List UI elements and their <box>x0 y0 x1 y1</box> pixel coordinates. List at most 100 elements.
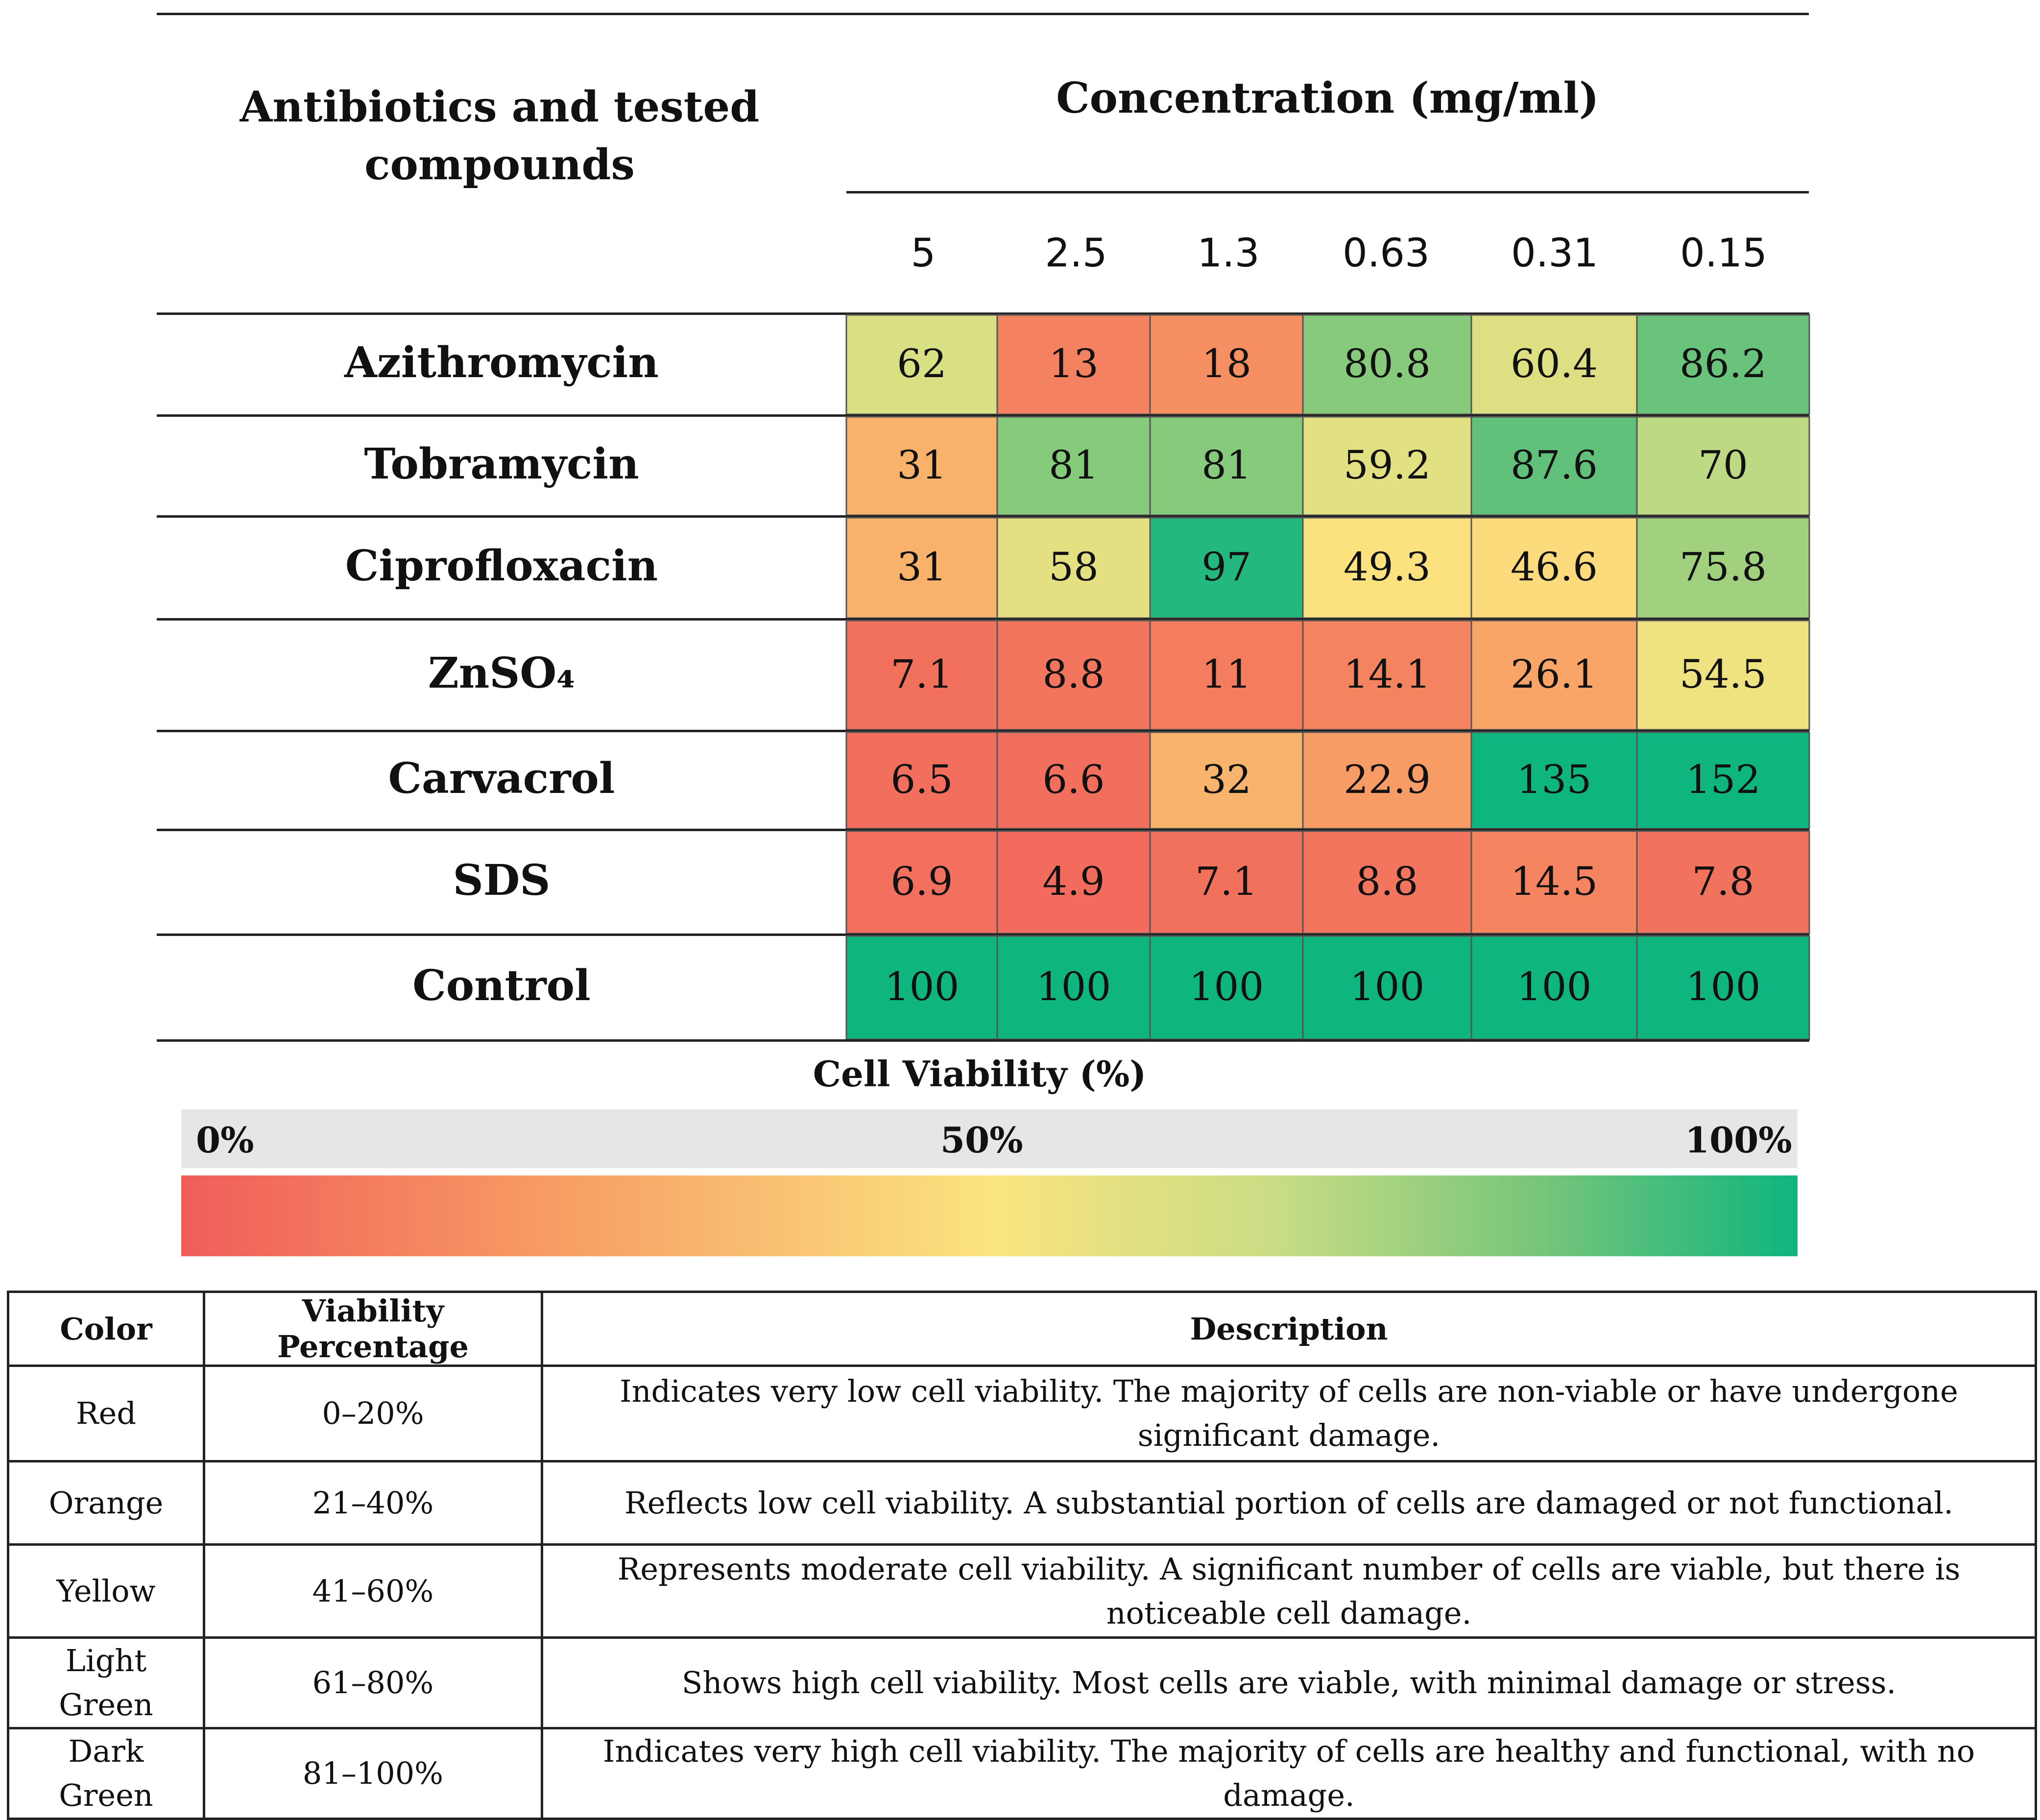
heatmap-cell <box>1636 517 1810 619</box>
heatmap-cell <box>1636 416 1810 516</box>
row-label: Azithromycin <box>344 338 659 387</box>
cell-value: 100 <box>1517 964 1592 1009</box>
description: Represents moderate cell viability. A si… <box>541 1543 2037 1639</box>
viability-range: 21–40% <box>203 1460 543 1546</box>
heatmap-cell <box>1470 830 1638 934</box>
viability-range: 0–20% <box>203 1365 543 1462</box>
heatmap-cell <box>845 517 998 619</box>
cell-value: 14.5 <box>1511 859 1598 904</box>
row-label: SDS <box>453 856 551 905</box>
cell-value: 100 <box>885 964 960 1009</box>
row-label: ZnSO₄ <box>428 648 575 698</box>
colorbar-tick-max: 100% <box>1685 1119 1792 1161</box>
row-label: Carvacrol <box>388 754 615 803</box>
heatmap-cell <box>1470 620 1638 731</box>
cell-value: 81 <box>1049 442 1099 488</box>
heatmap-cell <box>1636 830 1810 934</box>
row-rule <box>157 934 1809 936</box>
bottom-rule <box>157 1039 1809 1042</box>
cell-value: 32 <box>1201 757 1251 802</box>
table-row: Light Green 61–80% Shows high cell viabi… <box>7 1636 2037 1729</box>
cell-value: 46.6 <box>1511 544 1598 590</box>
concentration-label: 0.15 <box>1680 230 1768 276</box>
table-row: Orange 21–40% Reflects low cell viabilit… <box>7 1460 2037 1546</box>
heatmap-cell <box>996 416 1151 516</box>
cell-value: 59.2 <box>1344 442 1431 488</box>
cell-value: 70 <box>1698 442 1748 488</box>
heatmap-cell <box>996 935 1151 1040</box>
cell-value: 87.6 <box>1511 442 1598 488</box>
cell-value: 62 <box>897 341 947 386</box>
cell-value: 31 <box>897 442 947 488</box>
concentration-label: 2.5 <box>1045 230 1107 276</box>
viability-range: 81–100% <box>203 1727 543 1820</box>
colorbar-gradient <box>181 1175 1798 1256</box>
table-row: Red 0–20% Indicates very low cell viabil… <box>7 1365 2037 1462</box>
heatmap-cell <box>1470 935 1638 1040</box>
cell-value: 8.8 <box>1356 859 1418 904</box>
viability-range: 41–60% <box>203 1543 543 1639</box>
heatmap-cell <box>1302 620 1472 731</box>
viability-heatmap: Azithromycin 62 13 18 80.8 60.4 86.2 Tobramycin… <box>157 312 1810 1042</box>
cell-value: 60.4 <box>1511 341 1598 386</box>
concentration-label: 0.31 <box>1511 230 1599 276</box>
color-name: Dark Green <box>7 1727 205 1820</box>
cell-value: 13 <box>1049 341 1099 386</box>
description: Indicates very low cell viability. The m… <box>541 1365 2037 1462</box>
heatmap-cell <box>1149 830 1304 934</box>
header-viability: Viability Percentage <box>203 1291 543 1367</box>
table-row: Yellow 41–60% Represents moderate cell v… <box>7 1543 2037 1639</box>
table-row: Dark Green 81–100% Indicates very high c… <box>7 1727 2037 1820</box>
colorbar-tick-min: 0% <box>196 1119 254 1161</box>
cell-value: 11 <box>1201 651 1251 697</box>
color-name: Orange <box>7 1460 205 1546</box>
heatmap-cell <box>1302 416 1472 516</box>
heatmap-cell <box>996 620 1151 731</box>
row-rule <box>157 829 1809 831</box>
top-rule <box>157 13 1809 15</box>
color-name: Yellow <box>7 1543 205 1639</box>
colorbar-tick-mid: 50% <box>940 1119 1023 1161</box>
heatmap-cell <box>1636 935 1810 1040</box>
concentration-label: 0.63 <box>1342 230 1430 276</box>
row-rule <box>157 312 1809 315</box>
cell-value: 100 <box>1036 964 1111 1009</box>
row-rule <box>157 414 1809 417</box>
cell-value: 100 <box>1350 964 1425 1009</box>
heatmap-cell <box>1149 935 1304 1040</box>
row-rule <box>157 515 1809 518</box>
description: Reflects low cell viability. A substanti… <box>541 1460 2037 1546</box>
column-header: Concentration (mg/ml) <box>1056 73 1599 123</box>
heatmap-cell <box>845 830 998 934</box>
cell-value: 75.8 <box>1680 544 1767 590</box>
cell-value: 152 <box>1686 757 1761 802</box>
colorbar-title: Cell Viability (%) <box>813 1053 1147 1095</box>
row-label: Control <box>412 961 590 1010</box>
row-label: Ciprofloxacin <box>345 541 658 591</box>
heatmap-cell <box>1149 620 1304 731</box>
cell-value: 54.5 <box>1680 651 1767 697</box>
cell-value: 135 <box>1517 757 1592 802</box>
concentration-label: 1.3 <box>1197 230 1260 276</box>
viability-legend-table: Color Viability Percentage Description R… <box>7 1291 2037 1820</box>
heatmap-cell <box>1149 517 1304 619</box>
cell-value: 14.1 <box>1344 651 1431 697</box>
cell-value: 80.8 <box>1344 341 1431 386</box>
heatmap-cell <box>845 935 998 1040</box>
heatmap-cell <box>845 416 998 516</box>
heatmap-cell <box>845 731 998 830</box>
cell-value: 81 <box>1201 442 1251 488</box>
cell-value: 7.1 <box>890 651 953 697</box>
cell-value: 22.9 <box>1344 757 1431 802</box>
cell-value: 86.2 <box>1680 341 1767 386</box>
cell-value: 7.8 <box>1692 859 1754 904</box>
cell-value: 58 <box>1049 544 1099 590</box>
cell-value: 26.1 <box>1511 651 1598 697</box>
concentration-label: 5 <box>911 230 936 276</box>
description: Shows high cell viability. Most cells ar… <box>541 1636 2037 1729</box>
cell-value: 4.9 <box>1042 859 1104 904</box>
heatmap-cell <box>996 314 1151 415</box>
color-name: Red <box>7 1365 205 1462</box>
cell-value: 18 <box>1201 341 1251 386</box>
row-label: Tobramycin <box>364 439 639 489</box>
